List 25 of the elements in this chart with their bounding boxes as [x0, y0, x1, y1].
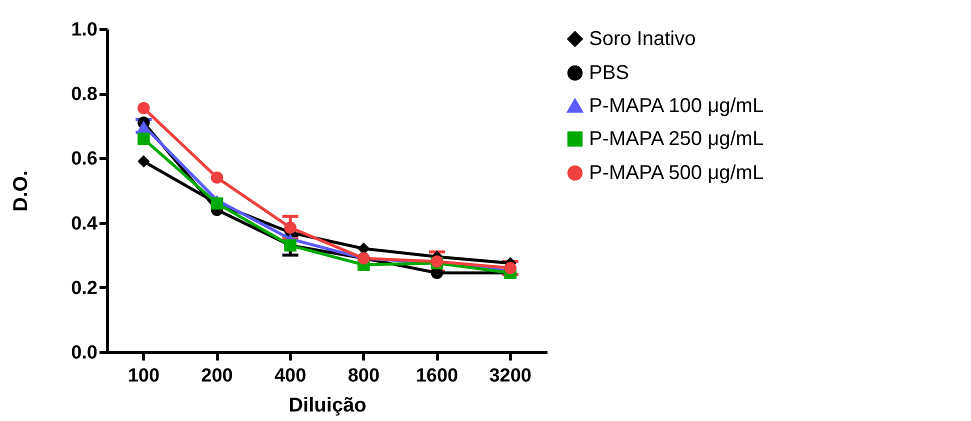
legend-label: P-MAPA 100 μg/mL	[589, 95, 764, 117]
point	[138, 120, 150, 132]
point	[284, 222, 296, 234]
point	[138, 132, 150, 145]
x-tick-label: 1600	[416, 366, 458, 386]
y-tick-label: 1.0	[71, 20, 98, 40]
point	[138, 102, 150, 114]
y-axis-title: D.O.	[10, 170, 32, 212]
y-tick-label: 0.8	[71, 84, 98, 106]
x-tick-label: 100	[128, 366, 160, 386]
y-tick-label: 0.2	[71, 278, 98, 299]
x-tick-label: 800	[348, 366, 380, 386]
y-tick-label: 0.4	[71, 213, 98, 234]
legend-label: Soro Inativo	[589, 28, 696, 50]
x-tick-label: 400	[274, 366, 306, 386]
y-tick-label: 0.6	[71, 148, 98, 170]
legend-label: P-MAPA 500 μg/mL	[589, 162, 764, 184]
x-tick-label: 200	[201, 366, 233, 386]
point	[138, 155, 150, 168]
legend-label: P-MAPA 250 μg/mL	[589, 128, 764, 150]
point	[210, 171, 224, 184]
legend-label: PBS	[589, 62, 630, 84]
x-axis-title: Diluição	[288, 394, 366, 416]
y-tick-label: 0.0	[71, 342, 98, 364]
x-tick-label: 3200	[489, 366, 532, 386]
